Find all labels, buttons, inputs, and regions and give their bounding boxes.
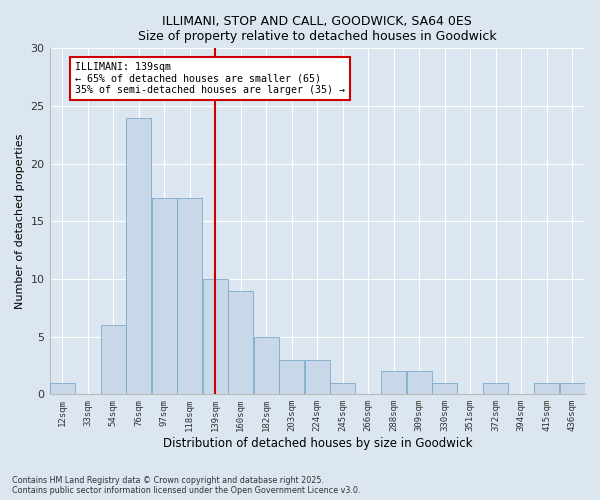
Bar <box>280 360 304 394</box>
Bar <box>50 383 74 394</box>
Bar <box>305 360 329 394</box>
Bar <box>433 383 457 394</box>
Title: ILLIMANI, STOP AND CALL, GOODWICK, SA64 0ES
Size of property relative to detache: ILLIMANI, STOP AND CALL, GOODWICK, SA64 … <box>138 15 497 43</box>
Bar <box>407 372 431 394</box>
Text: Contains HM Land Registry data © Crown copyright and database right 2025.
Contai: Contains HM Land Registry data © Crown c… <box>12 476 361 495</box>
Bar <box>127 118 151 394</box>
Bar <box>152 198 176 394</box>
Y-axis label: Number of detached properties: Number of detached properties <box>15 134 25 309</box>
Bar <box>484 383 508 394</box>
Bar <box>382 372 406 394</box>
Bar <box>254 336 278 394</box>
Bar <box>331 383 355 394</box>
Bar <box>178 198 202 394</box>
Bar <box>229 290 253 395</box>
Text: ILLIMANI: 139sqm
← 65% of detached houses are smaller (65)
35% of semi-detached : ILLIMANI: 139sqm ← 65% of detached house… <box>75 62 345 96</box>
X-axis label: Distribution of detached houses by size in Goodwick: Distribution of detached houses by size … <box>163 437 472 450</box>
Bar <box>101 325 125 394</box>
Bar <box>535 383 559 394</box>
Bar <box>560 383 584 394</box>
Bar <box>203 279 227 394</box>
